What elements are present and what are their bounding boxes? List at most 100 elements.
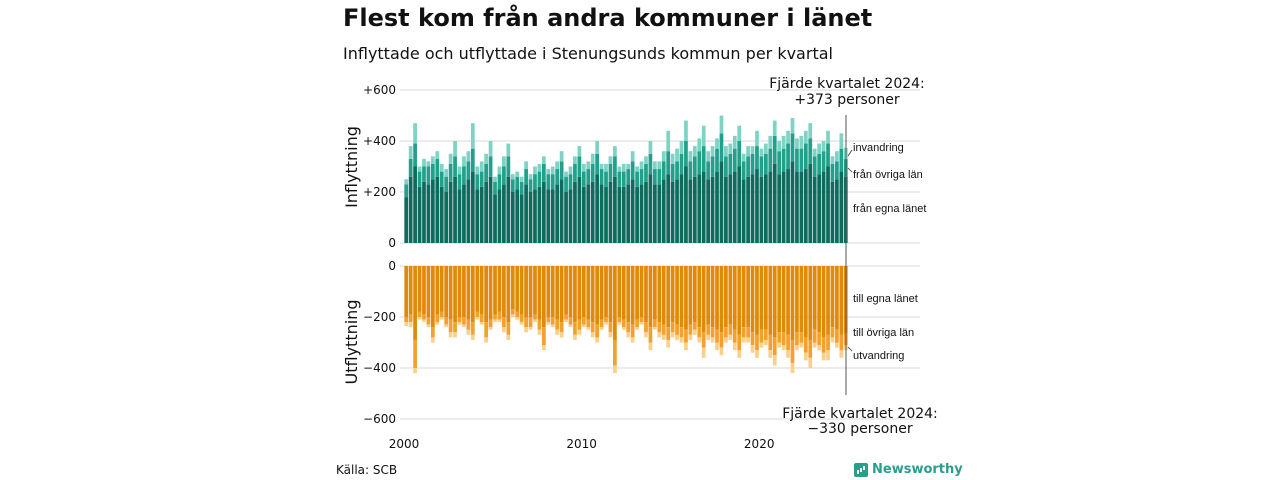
bar-till_egna_lanet [808, 266, 813, 340]
bar-invandring [670, 153, 675, 164]
bar-invandring [404, 179, 409, 185]
bar-utvandring [652, 327, 657, 330]
bar-invandring [621, 163, 626, 172]
bar-till_egna_lanet [430, 266, 435, 328]
bar-till_egna_lanet [710, 266, 715, 328]
bar-till_ovriga_lan [808, 339, 813, 358]
bar-fran_ovriga_lan [524, 169, 528, 185]
bar-utvandring [475, 317, 480, 320]
bar-fran_egna_lanet [759, 176, 764, 243]
bar-invandring [812, 148, 817, 157]
bar-till_egna_lanet [417, 266, 422, 312]
bar-utvandring [684, 342, 688, 351]
bar-till_ovriga_lan [812, 329, 817, 343]
bar-invandring [648, 141, 653, 154]
bar-till_ovriga_lan [728, 324, 733, 335]
bar-fran_ovriga_lan [497, 174, 502, 190]
bar-utvandring [413, 368, 417, 374]
bar-fran_ovriga_lan [564, 176, 568, 192]
bar-till_ovriga_lan [550, 317, 555, 325]
bar-invandring [479, 161, 484, 172]
chart-subtitle: Inflyttade och utflyttade i Stenungsunds… [343, 44, 833, 63]
bar-till_ovriga_lan [684, 329, 688, 343]
bar-invandring [701, 125, 706, 147]
bar-fran_ovriga_lan [710, 156, 715, 177]
bar-fran_ovriga_lan [644, 163, 648, 182]
bar-fran_ovriga_lan [404, 184, 409, 198]
legend-till-egna-lanet: till egna länet [853, 293, 918, 305]
bar-invandring [679, 141, 684, 154]
bar-invandring [604, 163, 608, 172]
bar-utvandring [644, 332, 648, 338]
bar-till_ovriga_lan [710, 327, 715, 338]
bar-fran_egna_lanet [484, 181, 489, 243]
y-tick-label: −600 [363, 412, 396, 426]
bar-fran_ovriga_lan [755, 146, 759, 170]
bar-fran_ovriga_lan [826, 143, 830, 167]
bar-till_ovriga_lan [422, 314, 426, 320]
bar-till_egna_lanet [408, 266, 413, 315]
bar-fran_ovriga_lan [652, 169, 657, 185]
bar-till_ovriga_lan [759, 329, 764, 343]
bar-fran_egna_lanet [621, 186, 626, 243]
bar-fran_egna_lanet [408, 176, 413, 243]
bar-invandring [541, 156, 546, 164]
bar-till_ovriga_lan [479, 314, 484, 323]
bar-till_ovriga_lan [564, 314, 568, 320]
bar-utvandring [746, 337, 750, 343]
bar-fran_ovriga_lan [613, 156, 617, 177]
bar-fran_ovriga_lan [581, 171, 586, 187]
bar-fran_egna_lanet [524, 184, 528, 243]
bar-fran_egna_lanet [697, 174, 702, 243]
bar-fran_ovriga_lan [604, 171, 608, 187]
bar-till_egna_lanet [613, 266, 617, 340]
bar-utvandring [635, 327, 639, 330]
bar-till_ovriga_lan [817, 332, 822, 346]
bar-fran_ovriga_lan [470, 148, 475, 172]
bar-till_egna_lanet [781, 266, 786, 333]
bar-fran_egna_lanet [453, 176, 457, 243]
bar-till_ovriga_lan [719, 332, 724, 348]
bar-till_egna_lanet [604, 266, 608, 317]
bar-invandring [590, 153, 595, 164]
bar-fran_egna_lanet [497, 189, 502, 243]
bar-fran_ovriga_lan [408, 158, 413, 177]
bar-utvandring [777, 342, 782, 348]
bar-utvandring [755, 350, 759, 358]
bar-utvandring [599, 327, 604, 330]
bar-fran_ovriga_lan [701, 146, 706, 172]
bar-till_egna_lanet [684, 266, 688, 330]
bar-till_egna_lanet [648, 266, 653, 328]
bar-fran_ovriga_lan [493, 181, 497, 195]
bar-till_ovriga_lan [604, 317, 608, 323]
legend-fran-ovriga-lan: från övriga län [853, 169, 923, 181]
bar-invandring [755, 130, 759, 147]
bar-till_egna_lanet [457, 266, 462, 317]
bar-fran_egna_lanet [479, 186, 484, 243]
bar-invandring [444, 169, 449, 177]
bar-fran_egna_lanet [644, 181, 648, 243]
bar-fran_egna_lanet [688, 179, 693, 243]
bar-till_ovriga_lan [573, 322, 577, 335]
annotation-inflow-line2: +373 personer [794, 92, 900, 108]
bar-till_ovriga_lan [413, 339, 417, 368]
bar-fran_ovriga_lan [790, 133, 795, 162]
bar-invandring [546, 169, 551, 175]
bar-till_ovriga_lan [692, 322, 697, 330]
bar-till_egna_lanet [675, 266, 679, 325]
bar-utvandring [839, 350, 844, 358]
bar-utvandring [795, 345, 799, 351]
bar-till_ovriga_lan [755, 334, 759, 351]
bar-fran_egna_lanet [493, 194, 497, 243]
bar-utvandring [763, 339, 768, 346]
bar-invandring [613, 146, 617, 157]
bar-till_egna_lanet [590, 266, 595, 323]
legend-utvandring: utvandring [853, 350, 904, 362]
bar-invandring [630, 151, 635, 162]
y-tick-label: 0 [388, 236, 396, 250]
y-tick-label: −400 [363, 361, 396, 375]
bar-till_egna_lanet [488, 266, 493, 320]
bar-till_ovriga_lan [706, 324, 711, 335]
legend-till-ovriga-lan: till övriga län [853, 327, 914, 339]
bar-till_ovriga_lan [750, 332, 755, 346]
